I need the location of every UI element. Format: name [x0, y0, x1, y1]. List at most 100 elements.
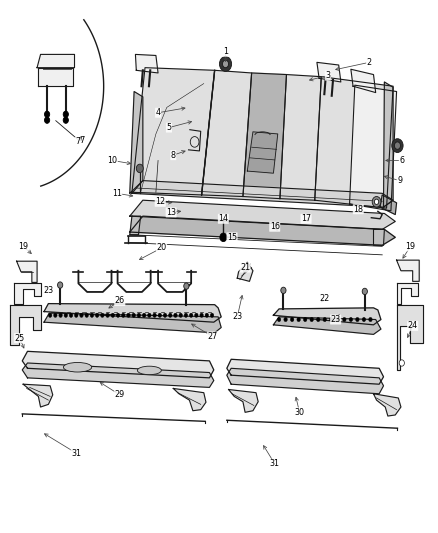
- Circle shape: [136, 164, 143, 173]
- Ellipse shape: [64, 362, 92, 372]
- Text: 25: 25: [14, 334, 25, 343]
- Circle shape: [101, 313, 104, 317]
- Text: 29: 29: [115, 390, 125, 399]
- Circle shape: [174, 313, 177, 317]
- Circle shape: [57, 282, 63, 288]
- Text: 23: 23: [43, 286, 53, 295]
- Circle shape: [95, 313, 99, 317]
- Circle shape: [137, 313, 141, 317]
- Circle shape: [116, 313, 120, 317]
- Text: 22: 22: [319, 294, 329, 303]
- Text: 8: 8: [171, 151, 176, 160]
- Text: 19: 19: [18, 242, 28, 251]
- Text: 9: 9: [397, 176, 402, 185]
- Polygon shape: [374, 229, 385, 245]
- Circle shape: [220, 233, 227, 241]
- Polygon shape: [132, 68, 215, 195]
- Circle shape: [69, 313, 73, 317]
- Polygon shape: [22, 363, 214, 387]
- Polygon shape: [130, 216, 141, 235]
- Text: 31: 31: [270, 459, 280, 469]
- Circle shape: [223, 60, 229, 68]
- Polygon shape: [396, 305, 423, 370]
- Circle shape: [200, 313, 203, 317]
- Polygon shape: [44, 304, 221, 322]
- Circle shape: [45, 117, 49, 123]
- Polygon shape: [384, 82, 393, 207]
- Polygon shape: [280, 75, 321, 200]
- Circle shape: [63, 111, 68, 117]
- Circle shape: [153, 313, 156, 317]
- Text: 15: 15: [227, 233, 237, 242]
- Polygon shape: [273, 317, 381, 334]
- Circle shape: [59, 313, 62, 317]
- Text: 23: 23: [331, 315, 341, 324]
- Circle shape: [336, 317, 339, 321]
- Circle shape: [169, 313, 172, 317]
- Text: 31: 31: [71, 449, 81, 458]
- Circle shape: [297, 317, 300, 321]
- Polygon shape: [374, 394, 401, 416]
- Polygon shape: [243, 73, 286, 199]
- Circle shape: [179, 313, 183, 317]
- Polygon shape: [227, 359, 384, 384]
- Text: 7: 7: [79, 136, 84, 146]
- Text: 3: 3: [325, 71, 330, 80]
- Polygon shape: [44, 313, 221, 333]
- Circle shape: [132, 313, 135, 317]
- Polygon shape: [39, 68, 73, 86]
- Polygon shape: [130, 216, 395, 245]
- Circle shape: [142, 313, 146, 317]
- Ellipse shape: [138, 366, 161, 375]
- Circle shape: [63, 117, 68, 123]
- Polygon shape: [229, 390, 258, 413]
- Circle shape: [304, 317, 307, 321]
- Circle shape: [369, 317, 372, 321]
- Polygon shape: [22, 351, 214, 378]
- Circle shape: [111, 313, 115, 317]
- Polygon shape: [130, 92, 143, 193]
- Text: 6: 6: [399, 156, 404, 165]
- Text: 14: 14: [219, 214, 228, 223]
- Circle shape: [127, 313, 130, 317]
- Text: 17: 17: [301, 214, 311, 223]
- Circle shape: [80, 313, 83, 317]
- Polygon shape: [37, 54, 74, 68]
- Text: 4: 4: [155, 108, 161, 117]
- Text: 2: 2: [367, 58, 372, 67]
- Circle shape: [64, 313, 67, 317]
- Circle shape: [106, 313, 110, 317]
- Circle shape: [317, 317, 320, 321]
- Circle shape: [121, 313, 125, 317]
- Text: 30: 30: [294, 408, 304, 417]
- Polygon shape: [17, 261, 37, 282]
- Circle shape: [210, 313, 214, 317]
- Text: 16: 16: [270, 222, 280, 231]
- Circle shape: [190, 136, 199, 147]
- Polygon shape: [237, 262, 253, 281]
- Circle shape: [45, 111, 49, 117]
- Circle shape: [158, 313, 162, 317]
- Circle shape: [18, 337, 22, 342]
- Circle shape: [277, 317, 281, 321]
- Text: 23: 23: [232, 312, 242, 321]
- Text: 1: 1: [223, 47, 228, 56]
- Circle shape: [184, 313, 187, 317]
- Polygon shape: [380, 195, 396, 215]
- Circle shape: [349, 317, 353, 321]
- Polygon shape: [350, 85, 396, 211]
- Polygon shape: [247, 132, 278, 173]
- Text: 27: 27: [207, 332, 218, 341]
- Polygon shape: [132, 181, 393, 207]
- Text: 20: 20: [156, 244, 166, 253]
- Text: 5: 5: [166, 123, 172, 132]
- Text: 19: 19: [406, 242, 416, 251]
- Circle shape: [329, 317, 333, 321]
- Polygon shape: [10, 305, 42, 345]
- Text: 24: 24: [408, 321, 418, 330]
- Text: 13: 13: [166, 208, 176, 217]
- Circle shape: [85, 313, 88, 317]
- Circle shape: [392, 139, 403, 152]
- Polygon shape: [351, 69, 376, 93]
- Circle shape: [189, 313, 193, 317]
